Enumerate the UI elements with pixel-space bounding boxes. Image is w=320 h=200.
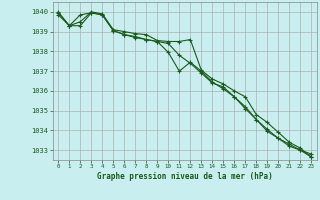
X-axis label: Graphe pression niveau de la mer (hPa): Graphe pression niveau de la mer (hPa) <box>97 172 273 181</box>
